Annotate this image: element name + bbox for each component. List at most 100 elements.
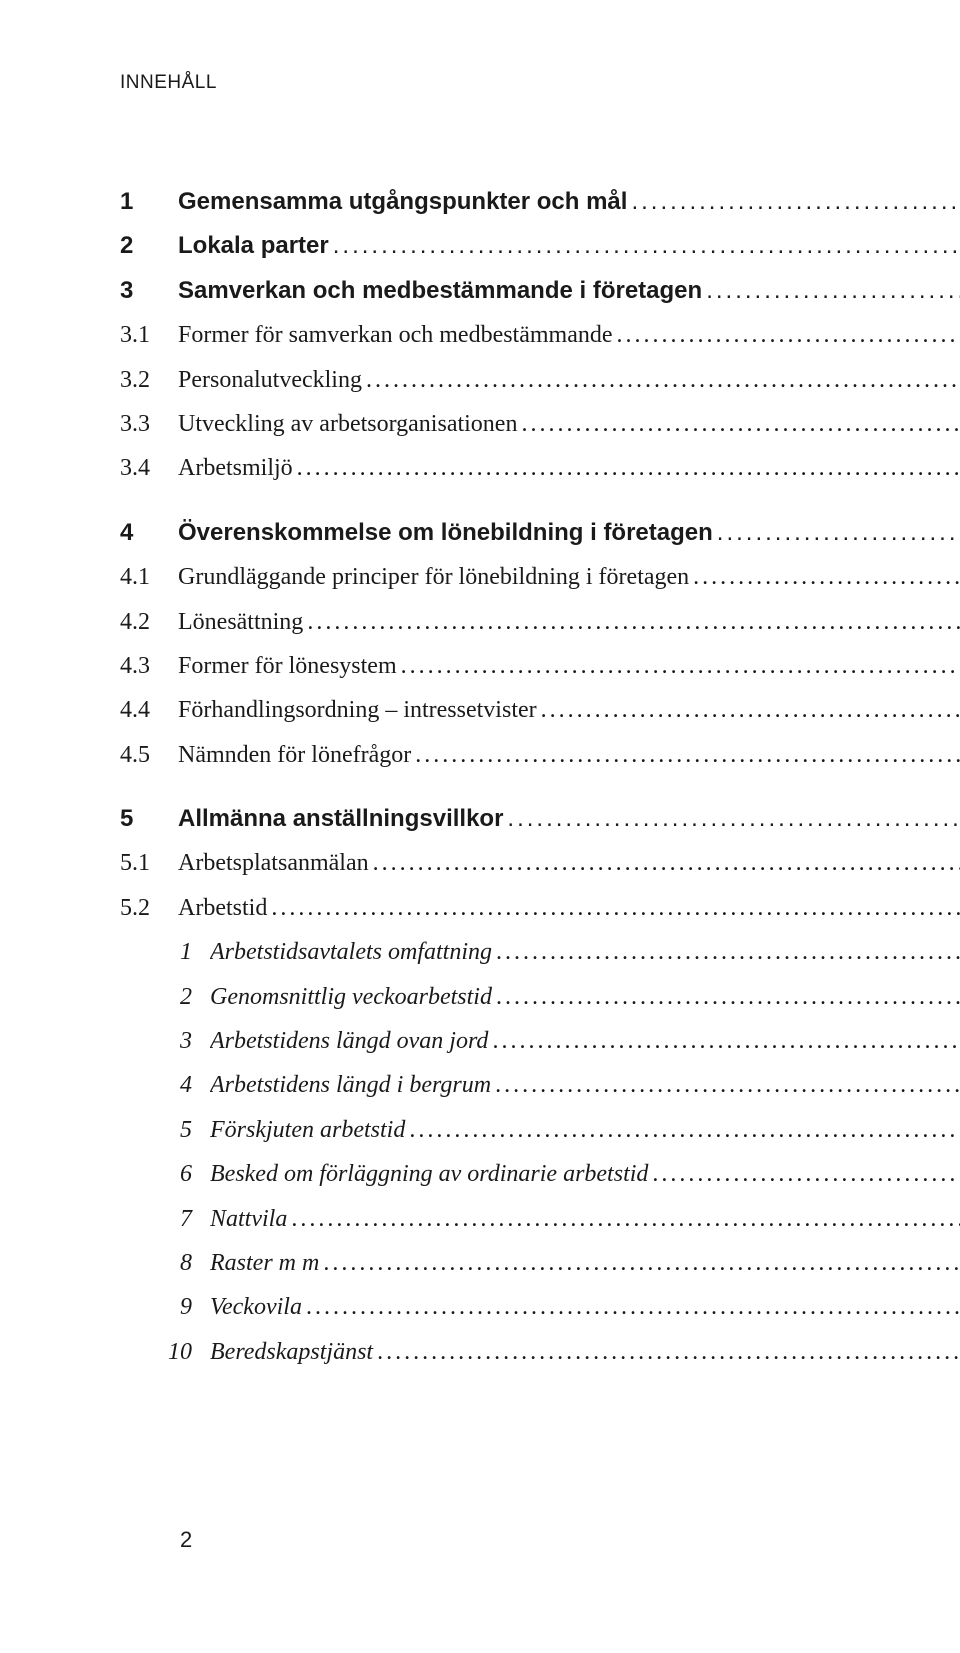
toc-title-text: Allmänna anställningsvillkor (178, 805, 503, 832)
toc-title: Veckovila (210, 1288, 960, 1326)
toc-title-text: Raster m m (210, 1250, 319, 1276)
toc-title-text: Arbetstid (178, 895, 267, 921)
toc-num: 3.3 (120, 405, 178, 443)
toc-title-text: Lönesättning (178, 609, 303, 635)
toc-title: Förhandlingsordning – intressetvister (178, 691, 960, 729)
toc-title-text: Arbetstidsavtalets omfattning (210, 939, 492, 965)
toc-title: Samverkan och medbestämmande i företagen (178, 272, 960, 310)
toc-row: 4.4Förhandlingsordning – intressetvister… (120, 691, 960, 729)
toc-title-text: Nämnden för lönefrågor (178, 742, 411, 768)
toc-num: 4.2 (120, 603, 178, 641)
toc-subnum: 1 (120, 933, 210, 971)
toc-title: Arbetstidsavtalets omfattning (210, 933, 960, 971)
toc-num: 4.3 (120, 647, 178, 685)
toc-title: Besked om förläggning av ordinarie arbet… (210, 1155, 960, 1193)
toc-num: 5.1 (120, 844, 178, 882)
toc-gap (120, 494, 960, 514)
toc-title-text: Lokala parter (178, 232, 329, 259)
toc-row: 2Lokala parter5 (120, 227, 960, 265)
toc-row: 9Veckovila19 (120, 1288, 960, 1326)
page-header: INNEHÅLL (120, 72, 960, 94)
toc-subnum: 5 (120, 1111, 210, 1149)
toc-title: Former för lönesystem (178, 647, 960, 685)
toc-title: Arbetstidens längd ovan jord (210, 1022, 960, 1060)
toc-num: 4.1 (120, 558, 178, 596)
toc-title-text: Utveckling av arbetsorganisationen (178, 411, 517, 437)
toc-title-text: Genomsnittlig veckoarbetstid (210, 984, 492, 1010)
toc-num: 4.4 (120, 691, 178, 729)
toc-title: Genomsnittlig veckoarbetstid (210, 978, 960, 1016)
toc-title-text: Veckovila (210, 1294, 302, 1320)
toc-row: 7Nattvila18 (120, 1200, 960, 1238)
toc-title-text: Beredskapstjänst (210, 1339, 373, 1365)
toc-subnum: 7 (120, 1200, 210, 1238)
toc-num: 4 (120, 514, 178, 552)
toc-num: 3.4 (120, 449, 178, 487)
toc-title: Lönesättning (178, 603, 960, 641)
toc-num: 5.2 (120, 889, 178, 927)
toc-row: 6Besked om förläggning av ordinarie arbe… (120, 1155, 960, 1193)
toc-subnum: 8 (120, 1244, 210, 1282)
toc-num: 3 (120, 272, 178, 310)
toc-subnum: 2 (120, 978, 210, 1016)
toc-title-text: Arbetstidens längd i bergrum (210, 1072, 491, 1098)
toc-row: 4Överenskommelse om lönebildning i föret… (120, 514, 960, 552)
toc-title-text: Arbetsplatsanmälan (178, 850, 369, 876)
toc-num: 5 (120, 800, 178, 838)
toc-row: 10Beredskapstjänst20 (120, 1333, 960, 1371)
toc-row: 4.2Lönesättning10 (120, 603, 960, 641)
toc-row: 8Raster m m19 (120, 1244, 960, 1282)
toc-title: Personalutveckling (178, 361, 960, 399)
toc-title: Raster m m (210, 1244, 960, 1282)
toc-row: 3Arbetstidens längd ovan jord14 (120, 1022, 960, 1060)
toc-row: 5.2Arbetstid14 (120, 889, 960, 927)
toc-title: Överenskommelse om lönebildning i företa… (178, 514, 960, 552)
toc-title: Arbetstidens längd i bergrum (210, 1066, 960, 1104)
toc-title: Arbetstid (178, 889, 960, 927)
toc-num: 4.5 (120, 736, 178, 774)
toc-row: 4.1Grundläggande principer för lönebildn… (120, 558, 960, 596)
toc-title: Allmänna anställningsvillkor (178, 800, 960, 838)
table-of-contents: 1Gemensamma utgångspunkter och mål52Loka… (120, 183, 960, 1371)
toc-subnum: 4 (120, 1066, 210, 1104)
toc-subnum: 3 (120, 1022, 210, 1060)
toc-row: 1Arbetstidsavtalets omfattning14 (120, 933, 960, 971)
toc-num: 3.2 (120, 361, 178, 399)
toc-row: 4Arbetstidens längd i bergrum17 (120, 1066, 960, 1104)
page-number: 2 (180, 1527, 192, 1553)
toc-row: 3Samverkan och medbestämmande i företage… (120, 272, 960, 310)
toc-row: 5Allmänna anställningsvillkor13 (120, 800, 960, 838)
toc-title-text: Överenskommelse om lönebildning i företa… (178, 519, 713, 546)
toc-title-text: Förhandlingsordning – intressetvister (178, 697, 537, 723)
toc-title: Grundläggande principer för lönebildning… (178, 558, 960, 596)
toc-num: 3.1 (120, 316, 178, 354)
toc-row: 4.5Nämnden för lönefrågor12 (120, 736, 960, 774)
toc-title-text: Gemensamma utgångspunkter och mål (178, 188, 627, 215)
sid-row: Sid (120, 146, 960, 173)
toc-row: 5Förskjuten arbetstid18 (120, 1111, 960, 1149)
toc-title-text: Besked om förläggning av ordinarie arbet… (210, 1161, 648, 1187)
toc-gap (120, 780, 960, 800)
toc-title-text: Grundläggande principer för lönebildning… (178, 564, 689, 590)
document-page: INNEHÅLL Sid 1Gemensamma utgångspunkter … (120, 72, 960, 1593)
toc-title: Utveckling av arbetsorganisationen (178, 405, 960, 443)
toc-title: Förskjuten arbetstid (210, 1111, 960, 1149)
toc-row: 3.4Arbetsmiljö8 (120, 449, 960, 487)
toc-title: Nattvila (210, 1200, 960, 1238)
toc-row: 1Gemensamma utgångspunkter och mål5 (120, 183, 960, 221)
toc-title-text: Former för samverkan och medbestämmande (178, 322, 613, 348)
toc-row: 3.3Utveckling av arbetsorganisationen8 (120, 405, 960, 443)
toc-title: Lokala parter (178, 227, 960, 265)
toc-title: Beredskapstjänst (210, 1333, 960, 1371)
toc-subnum: 9 (120, 1288, 210, 1326)
toc-row: 2Genomsnittlig veckoarbetstid14 (120, 978, 960, 1016)
toc-title-text: Personalutveckling (178, 367, 362, 393)
toc-row: 4.3Former för lönesystem10 (120, 647, 960, 685)
toc-title: Gemensamma utgångspunkter och mål (178, 183, 960, 221)
toc-title: Arbetsmiljö (178, 449, 960, 487)
toc-row: 3.1Former för samverkan och medbestämman… (120, 316, 960, 354)
toc-title: Former för samverkan och medbestämmande (178, 316, 960, 354)
toc-num: 1 (120, 183, 178, 221)
toc-title-text: Arbetstidens längd ovan jord (210, 1028, 488, 1054)
toc-title-text: Nattvila (210, 1206, 287, 1232)
